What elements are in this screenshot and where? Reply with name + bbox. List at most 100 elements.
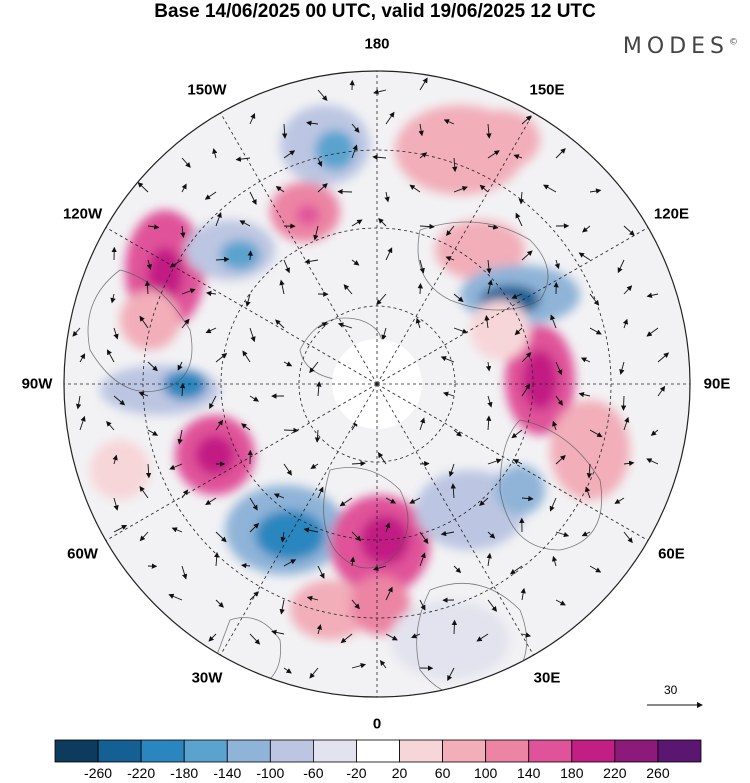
map-disk xyxy=(64,71,690,697)
wind-vector xyxy=(518,191,525,205)
wind-vector xyxy=(448,463,455,477)
wind-vector xyxy=(646,327,659,337)
colorbar-tick-label: -180 xyxy=(170,765,199,781)
wind-vector xyxy=(484,314,490,329)
wind-vector xyxy=(212,148,218,159)
meridian-line xyxy=(376,112,534,385)
wind-vector xyxy=(205,497,217,505)
wind-vector xyxy=(314,429,321,443)
wind-vector xyxy=(317,183,328,193)
wind-vector xyxy=(249,522,260,533)
wind-vector xyxy=(646,292,659,299)
anomaly-field xyxy=(90,105,630,680)
wind-vector xyxy=(409,497,421,504)
wind-vector xyxy=(215,352,228,363)
wind-vector xyxy=(578,252,591,261)
colorbar-bin xyxy=(97,739,142,763)
anomaly-patch xyxy=(550,400,630,500)
meridian-line xyxy=(220,383,378,656)
wind-vector xyxy=(351,259,360,266)
colorbar-bin xyxy=(54,739,99,763)
wind-vector xyxy=(419,599,426,611)
wind-vector xyxy=(283,463,292,476)
wind-vector xyxy=(303,527,319,533)
wind-vector xyxy=(511,429,523,439)
colorbar-bin xyxy=(312,739,357,763)
wind-vector xyxy=(337,322,353,329)
wind-vector xyxy=(589,327,602,335)
wind-vector xyxy=(419,417,426,431)
colorbar-bin xyxy=(657,739,702,763)
wind-vector xyxy=(411,633,421,639)
wind-vector xyxy=(549,497,557,512)
wind-vector xyxy=(79,353,86,363)
wind-vector xyxy=(351,219,363,227)
wind-vector xyxy=(181,565,188,580)
wind-vector xyxy=(520,587,526,601)
colorbar-tick-label: 140 xyxy=(517,765,541,781)
wind-vector xyxy=(487,531,496,539)
wind-vector xyxy=(476,633,489,642)
wind-vector xyxy=(79,415,86,431)
wind-vector xyxy=(581,531,591,537)
colorbar-tick-label: -220 xyxy=(127,765,156,781)
colorbar xyxy=(54,739,702,763)
wind-vector xyxy=(204,191,217,200)
colorbar-bin xyxy=(140,739,185,763)
wind-vector xyxy=(513,154,523,160)
wind-vector xyxy=(372,565,387,571)
wind-vector xyxy=(139,531,149,542)
wind-vector xyxy=(249,633,261,645)
wind-vector xyxy=(419,259,425,274)
wind-vector xyxy=(181,183,187,193)
wind-vector xyxy=(139,315,149,329)
wind-vector xyxy=(555,599,566,606)
wind-vector xyxy=(419,77,428,91)
wind-vector xyxy=(240,562,251,569)
wind-vector xyxy=(479,184,489,193)
colorbar-tick-label: -100 xyxy=(256,765,285,781)
wind-vector xyxy=(555,361,563,376)
wind-vector xyxy=(215,531,227,543)
wind-vector xyxy=(485,361,492,372)
wind-vector xyxy=(521,352,532,363)
wind-vector xyxy=(317,157,323,167)
meridian-line xyxy=(105,227,378,385)
wind-vector xyxy=(589,188,602,194)
wind-vector xyxy=(440,530,455,537)
meridian-line xyxy=(220,112,378,385)
colorbar-bin xyxy=(226,739,271,763)
wind-vector xyxy=(451,619,458,635)
wind-vector xyxy=(351,663,367,669)
wind-vector xyxy=(146,259,152,270)
wind-vector xyxy=(650,429,659,436)
anomaly-patch xyxy=(460,110,540,170)
wind-vector xyxy=(147,224,160,230)
meridian-line xyxy=(105,383,378,541)
wind-vector xyxy=(578,391,591,398)
meridian-line xyxy=(376,383,534,656)
longitude-label: 180 xyxy=(364,35,390,53)
colorbar-bin xyxy=(571,739,616,763)
wind-vector xyxy=(313,225,319,241)
wind-vector xyxy=(521,250,533,261)
wind-vector xyxy=(486,259,492,274)
wind-vector xyxy=(447,667,455,682)
wind-vector xyxy=(351,531,362,542)
wind-vector xyxy=(509,565,523,575)
anomaly-patch xyxy=(120,290,180,350)
longitude-label: 120W xyxy=(62,205,103,223)
wind-vector xyxy=(249,112,256,125)
colorbar-bin xyxy=(183,739,228,763)
wind-vector xyxy=(181,489,189,499)
wind-vector xyxy=(113,395,126,406)
wind-vector xyxy=(487,224,499,230)
wind-vector xyxy=(213,551,220,567)
wind-vector xyxy=(241,423,251,431)
brand-name: MODES xyxy=(622,34,729,59)
wind-vector xyxy=(343,284,353,295)
wind-vector xyxy=(453,186,468,193)
wind-vector xyxy=(486,123,492,139)
wind-vector xyxy=(283,667,292,674)
meridian-line xyxy=(376,383,649,541)
